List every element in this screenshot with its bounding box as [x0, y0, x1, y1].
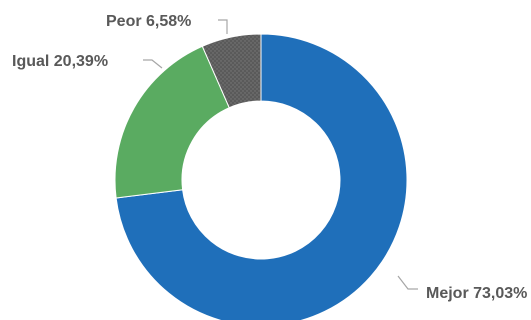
leader-line-peor [218, 19, 228, 34]
donut-slices [114, 33, 408, 320]
slice-label-igual: Igual 20,39% [12, 53, 108, 70]
slice-peor [201, 33, 262, 109]
leader-line-mejor [397, 275, 418, 290]
slice-mejor [115, 33, 408, 320]
slice-labels: Mejor 73,03% Igual 20,39% Peor 6,58% [12, 13, 527, 302]
leader-line-igual [143, 59, 163, 69]
slice-label-mejor: Mejor 73,03% [426, 285, 527, 302]
slice-label-peor: Peor 6,58% [106, 13, 191, 30]
slice-igual [114, 45, 230, 199]
